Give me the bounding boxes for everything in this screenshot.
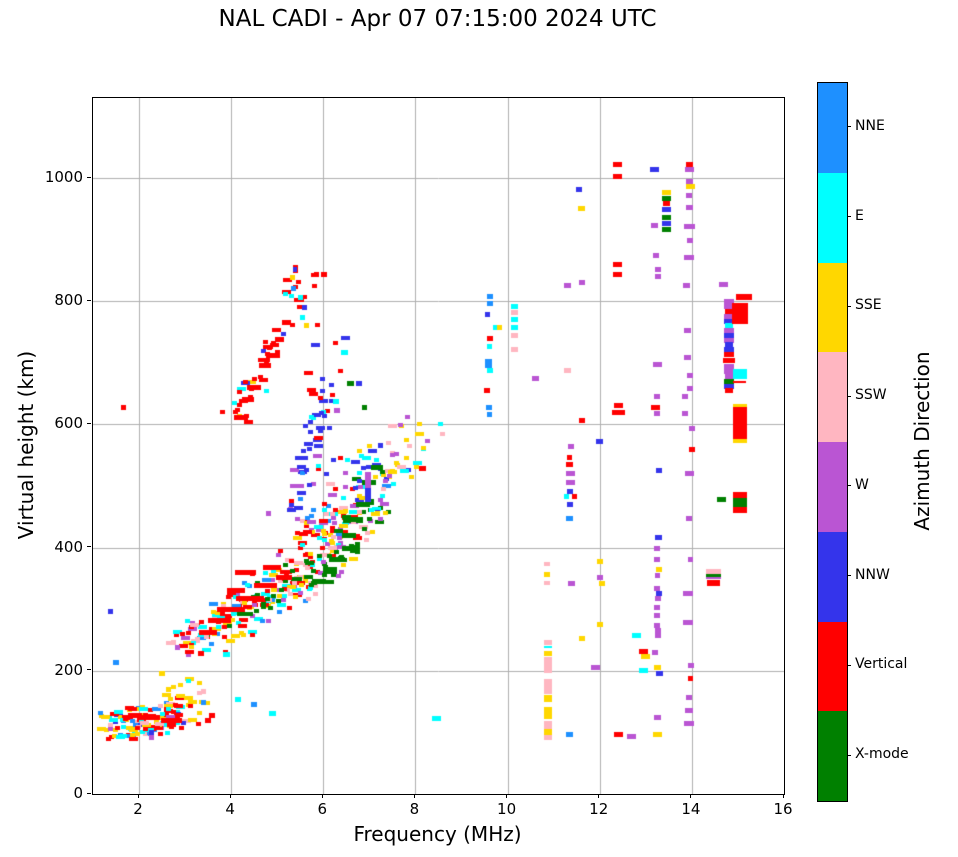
x-tick-mark-12 [598,794,600,798]
colorbar-tick-w [847,485,851,487]
y-axis-title: Virtual height (km) [14,350,38,540]
y-tick-mark-400 [87,546,91,548]
x-tick-mark-2 [137,794,139,798]
colorbar-tick-nnw [847,575,851,577]
x-tick-mark-16 [782,794,784,798]
y-tick-label-400: 400 [54,537,83,556]
colorbar-label-x-mode: X-mode [855,746,909,763]
x-tick-label-8: 8 [409,800,420,818]
x-tick-label-14: 14 [681,800,701,818]
y-tick-label-800: 800 [54,291,83,310]
y-tick-label-200: 200 [54,660,83,679]
colorbar-label-nne: NNE [855,117,885,134]
colorbar-tick-vertical [847,664,851,666]
colorbar-tick-e [847,216,851,218]
x-tick-mark-10 [506,794,508,798]
x-tick-label-6: 6 [317,800,328,818]
colorbar-tick-sse [847,305,851,307]
colorbar-label-vertical: Vertical [855,656,908,673]
y-tick-mark-800 [87,299,91,301]
colorbar-label-w: W [855,476,869,493]
colorbar-segment-sse [818,262,847,353]
y-tick-label-1000: 1000 [44,168,83,187]
x-tick-label-16: 16 [773,800,793,818]
colorbar-label-e: E [855,207,864,224]
colorbar-label-ssw: SSW [855,387,887,404]
colorbar-tick-x-mode [847,754,851,756]
colorbar-segment-e [818,172,847,263]
colorbar-segment-w [818,442,847,532]
x-tick-mark-14 [690,794,692,798]
x-tick-mark-6 [321,794,323,798]
y-tick-mark-600 [87,422,91,424]
x-tick-label-2: 2 [133,800,143,818]
plot-area [92,97,785,795]
x-tick-label-10: 10 [497,800,517,818]
colorbar-segment-ssw [818,352,847,442]
colorbar-label-sse: SSE [855,297,882,314]
colorbar-segment-x-mode [818,711,847,801]
azimuth-colorbar [817,82,848,802]
colorbar-segment-nnw [818,531,847,622]
y-tick-mark-0 [87,792,91,794]
y-tick-mark-200 [87,669,91,671]
colorbar-title: Azimuth Direction [910,351,934,531]
y-tick-label-600: 600 [54,414,83,433]
y-tick-mark-1000 [87,176,91,178]
colorbar-tick-ssw [847,395,851,397]
colorbar-tick-nne [847,126,851,128]
x-axis-title: Frequency (MHz) [353,822,522,846]
x-tick-mark-8 [413,794,415,798]
colorbar-label-nnw: NNW [855,566,890,583]
x-tick-mark-4 [229,794,231,798]
chart-title: NAL CADI - Apr 07 07:15:00 2024 UTC [218,6,657,32]
colorbar-segment-vertical [818,621,847,712]
x-tick-label-12: 12 [589,800,609,818]
colorbar-segment-nne [818,83,847,173]
ionogram-canvas [93,98,784,794]
x-tick-label-4: 4 [225,800,235,818]
y-tick-label-0: 0 [73,784,83,802]
